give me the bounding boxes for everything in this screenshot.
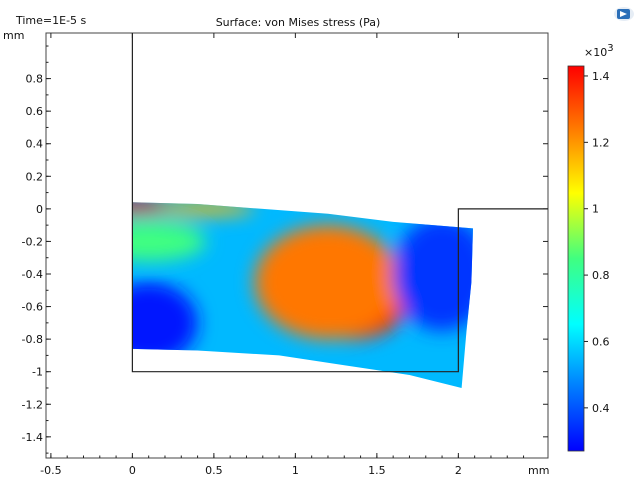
colorbar-tick-label: 0.4 [592,402,610,415]
colorbar-tick-label: 1.2 [592,136,610,149]
x-tick-label: 1.5 [368,464,386,477]
x-unit-label: mm [528,464,549,477]
colorbar-exponent-base: ×10 [584,46,607,59]
stress-region-4 [393,217,473,331]
colorbar-gradient [567,65,585,452]
x-tick-label: 0 [129,464,136,477]
x-axis: -0.5 0 0.5 1 1.5 2 [40,33,525,477]
y-tick-label: 0.6 [26,105,44,118]
undeformed-geometry [131,33,548,373]
stress-surface [132,202,473,388]
colorbar-tick-label: 1 [592,203,599,216]
y-tick-label: -1 [32,366,43,379]
colorbar-tick-label: 0.6 [592,335,610,348]
colorbar: ×103 1.4 1.2 1 0.8 0.6 0.4 [567,43,614,452]
x-tick-label: -0.5 [40,464,61,477]
y-tick-label: 0 [36,203,43,216]
plot-frame [45,32,549,459]
stress-region-6 [132,221,206,261]
y-tick-label: -1.4 [22,431,43,444]
y-tick-label: -0.2 [22,235,43,248]
geometry-outline-0 [131,33,548,373]
plot-title: Surface: von Mises stress (Pa) [216,16,381,29]
y-tick-label: -0.6 [22,301,43,314]
y-tick-label: -1.2 [22,398,43,411]
stress-region-5 [132,282,198,364]
colorbar-exponent-power: 3 [607,43,613,54]
x-tick-label: 2 [455,464,462,477]
colorbar-tick-label: 1.4 [592,70,610,83]
y-tick-label: 0.2 [26,170,44,183]
comsol-app-icon[interactable] [614,7,634,21]
x-tick-label: 1 [292,464,299,477]
y-tick-label: 0.4 [26,138,44,151]
stress-region-1 [156,202,255,216]
y-unit-label: mm [3,29,24,42]
colorbar-exponent: ×103 [584,43,614,59]
colorbar-tick-label: 0.8 [592,269,610,282]
x-tick-label: 0.5 [205,464,223,477]
stress-region-3 [254,225,402,340]
y-tick-label: -0.8 [22,333,43,346]
y-axis: 0.8 0.6 0.4 0.2 0 -0.2 -0.4 -0.6 -0.8 -1 -1.2 -1.4 [22,45,548,454]
y-tick-label: 0.8 [26,73,44,86]
y-tick-label: -0.4 [22,268,43,281]
time-label: Time=1E-5 s [15,14,87,27]
